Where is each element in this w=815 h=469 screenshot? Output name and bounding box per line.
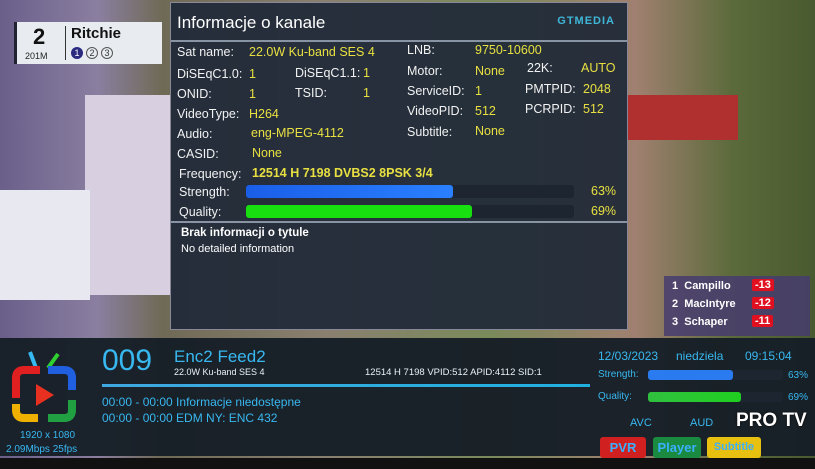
resolution: 1920 x 1080 (20, 430, 76, 441)
audio-label: Audio: (177, 127, 213, 141)
strength-bar (648, 370, 783, 380)
serviceid-value: 1 (475, 84, 482, 98)
leaderboard-score: -11 (752, 315, 774, 327)
quality-label: Quality: (179, 205, 222, 219)
quality-bar (246, 205, 574, 218)
audio-value: eng-MPEG-4112 (251, 126, 344, 140)
channel-info-bar: 009 Enc2 Feed2 22.0W Ku-band SES 4 12514… (0, 338, 815, 458)
ministry-banner (0, 190, 90, 300)
motor-value: None (475, 64, 505, 78)
epg-current: 00:00 - 00:00 Informacje niedostępne (102, 395, 301, 409)
videopid-label: VideoPID: (407, 104, 464, 118)
progress-line (102, 384, 590, 387)
leaderboard-row: 2 MacIntyre (672, 298, 736, 310)
quality-label: Quality: (598, 391, 632, 402)
player-name: Ritchie (71, 25, 122, 42)
tsid-label: TSID: (295, 86, 327, 100)
frequency-value: 12514 H 7198 DVBS2 8PSK 3/4 (252, 166, 433, 180)
pmtpid-value: 2048 (583, 82, 611, 96)
date: 12/03/2023 (598, 349, 659, 363)
leaderboard-score: -13 (752, 279, 774, 291)
clock: 09:15:04 (745, 349, 792, 363)
subtitle-button[interactable]: Subtitle (707, 437, 761, 458)
strength-label: Strength: (179, 185, 230, 199)
tsid-value: 1 (363, 86, 370, 100)
channel-info-dialog: Informacje o kanale GTMEDIA Sat name: 22… (170, 2, 628, 330)
lnb-value: 9750-10600 (475, 43, 542, 57)
shot-indicator: 2 (86, 47, 98, 59)
player-button[interactable]: Player (653, 437, 701, 458)
motor-label: Motor: (407, 64, 443, 78)
onid-label: ONID: (177, 87, 212, 101)
frequency-label: Frequency: (179, 167, 242, 181)
sponsor-banner (85, 95, 170, 295)
tv-app-logo-icon (12, 351, 76, 422)
epg-description: No detailed information (181, 243, 295, 255)
leaderboard: 1 Campillo -13 2 MacIntyre -12 3 Schaper… (664, 276, 810, 336)
strength-percent: 63% (788, 370, 809, 381)
gtmedia-logo: GTMEDIA (557, 15, 615, 27)
sat-name-value: 22.0W Ku-band SES 4 (249, 45, 375, 59)
pcrpid-value: 512 (583, 102, 604, 116)
sat-name-label: Sat name: (177, 45, 234, 59)
strength-label: Strength: (598, 369, 639, 380)
dialog-title: Informacje o kanale (177, 13, 326, 32)
videotype-value: H264 (249, 107, 279, 121)
casid-value: None (252, 146, 282, 160)
building (628, 95, 738, 140)
quality-percent: 69% (788, 392, 809, 403)
weekday: niedziela (676, 349, 724, 363)
bitrate: 2.09Mbps 25fps (6, 444, 78, 455)
diseqc11-label: DiSEqC1.1: (295, 66, 361, 80)
strength-bar (246, 185, 574, 198)
epg-title: Brak informacji o tytule (181, 227, 309, 239)
22k-value: AUTO (581, 61, 616, 75)
epg-next: 00:00 - 00:00 EDM NY: ENC 432 (102, 411, 278, 425)
subtitle-label: Subtitle: (407, 125, 453, 139)
shot-indicator: 3 (101, 47, 113, 59)
serviceid-label: ServiceID: (407, 84, 465, 98)
hole-number: 2 (33, 24, 46, 49)
videotype-label: VideoType: (177, 107, 240, 121)
onid-value: 1 (249, 87, 256, 101)
video-codec: AVC (630, 417, 652, 429)
audio-codec: AUD (690, 417, 714, 429)
tv-screen: 2 201M Ritchie 1 2 3 1 Campillo -13 2 Ma… (0, 0, 815, 458)
quality-percent: 69% (591, 204, 617, 218)
leaderboard-score: -12 (752, 297, 774, 309)
diseqc10-label: DiSEqC1.0: (177, 67, 243, 81)
hole-distance: 201M (25, 51, 48, 61)
22k-label: 22K: (527, 61, 553, 75)
shot-indicator: 1 (71, 47, 83, 59)
videopid-value: 512 (475, 104, 496, 118)
satellite-name: 22.0W Ku-band SES 4 (174, 367, 265, 377)
pcrpid-label: PCRPID: (525, 102, 576, 116)
golf-scorecard: 2 201M Ritchie 1 2 3 (14, 22, 162, 64)
diseqc11-value: 1 (363, 66, 370, 80)
quality-bar (648, 392, 783, 402)
channel-number: 009 (102, 344, 153, 377)
lnb-label: LNB: (407, 43, 435, 57)
subtitle-value: None (475, 124, 505, 138)
tech-info: 12514 H 7198 VPID:512 APID:4112 SID:1 (365, 367, 542, 378)
diseqc10-value: 1 (249, 67, 256, 81)
leaderboard-row: 1 Campillo (672, 280, 731, 292)
protv-watermark: PRO TV (736, 410, 807, 431)
channel-name: Enc2 Feed2 (174, 347, 266, 366)
casid-label: CASID: (177, 147, 219, 161)
strength-percent: 63% (591, 184, 617, 198)
pmtpid-label: PMTPID: (525, 82, 576, 96)
leaderboard-row: 3 Schaper (672, 316, 728, 328)
pvr-button[interactable]: PVR (600, 437, 646, 458)
